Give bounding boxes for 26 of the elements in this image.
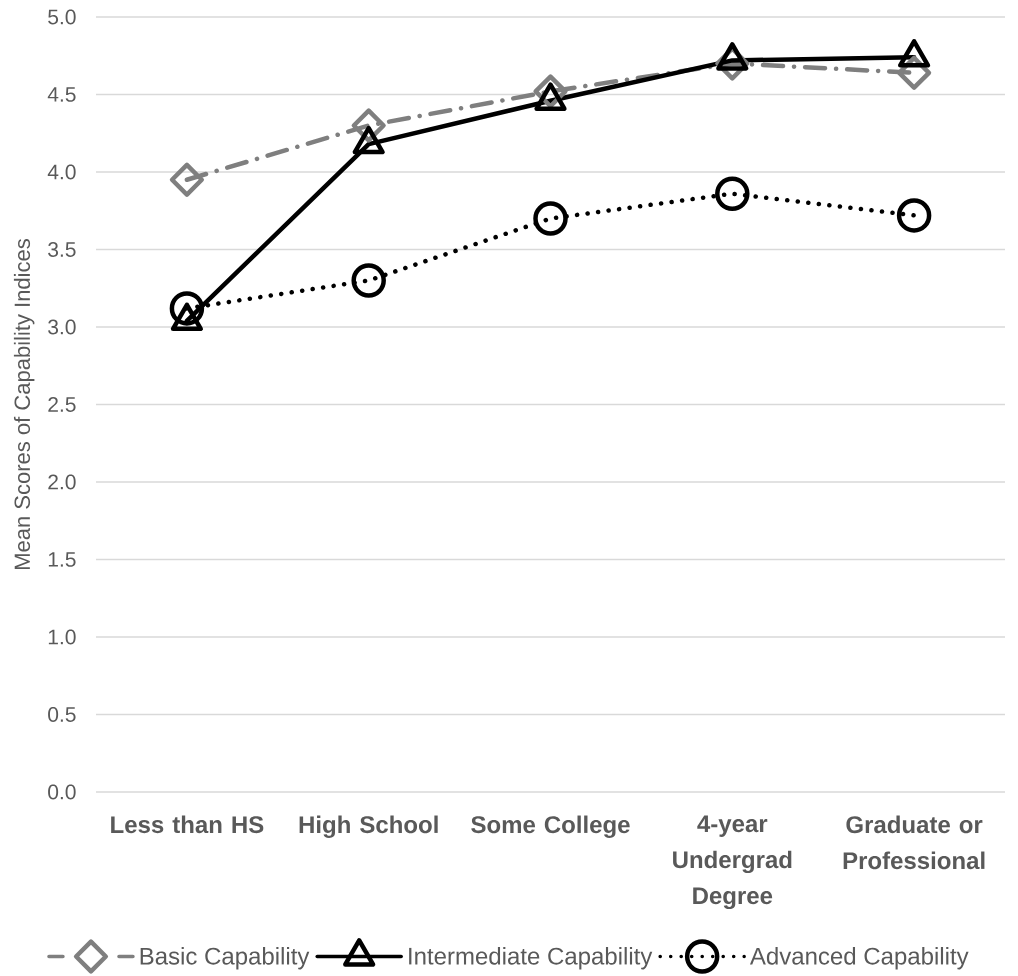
y-tick-label: 0.5 [48,707,76,722]
x-tick-label: Some College [471,815,630,838]
point [715,176,750,211]
y-tick-label: 1.0 [48,629,76,645]
x-tick-label: High School [299,815,438,838]
legend-label: Advanced Capability [749,947,969,970]
y-axis-title: Mean Scores of Capability Indices [13,239,35,569]
legend-label: Intermediate Capability [409,947,653,970]
point [533,201,568,236]
point [351,263,386,298]
y-tick-label: 2.5 [48,397,76,412]
x-tick-label: 4-year Undergrad Degree [673,815,792,910]
x-tick-label: Graduate or Professional [843,815,985,870]
y-tick-label: 5.0 [48,9,76,25]
legend-label: Basic Capability [140,947,310,970]
y-tick-label: 2.0 [48,474,76,490]
y-tick-label: 3.0 [48,319,76,335]
y-tick-label: 0.0 [48,784,76,800]
point [169,162,204,197]
point [169,291,205,326]
y-tick-label: 1.5 [48,552,76,567]
point [896,198,932,233]
y-tick-label: 3.5 [48,242,76,257]
x-tick-label: Less than HS [111,815,264,834]
y-tick-label: 4.0 [47,164,76,180]
y-tick-label: 4.5 [47,87,76,102]
